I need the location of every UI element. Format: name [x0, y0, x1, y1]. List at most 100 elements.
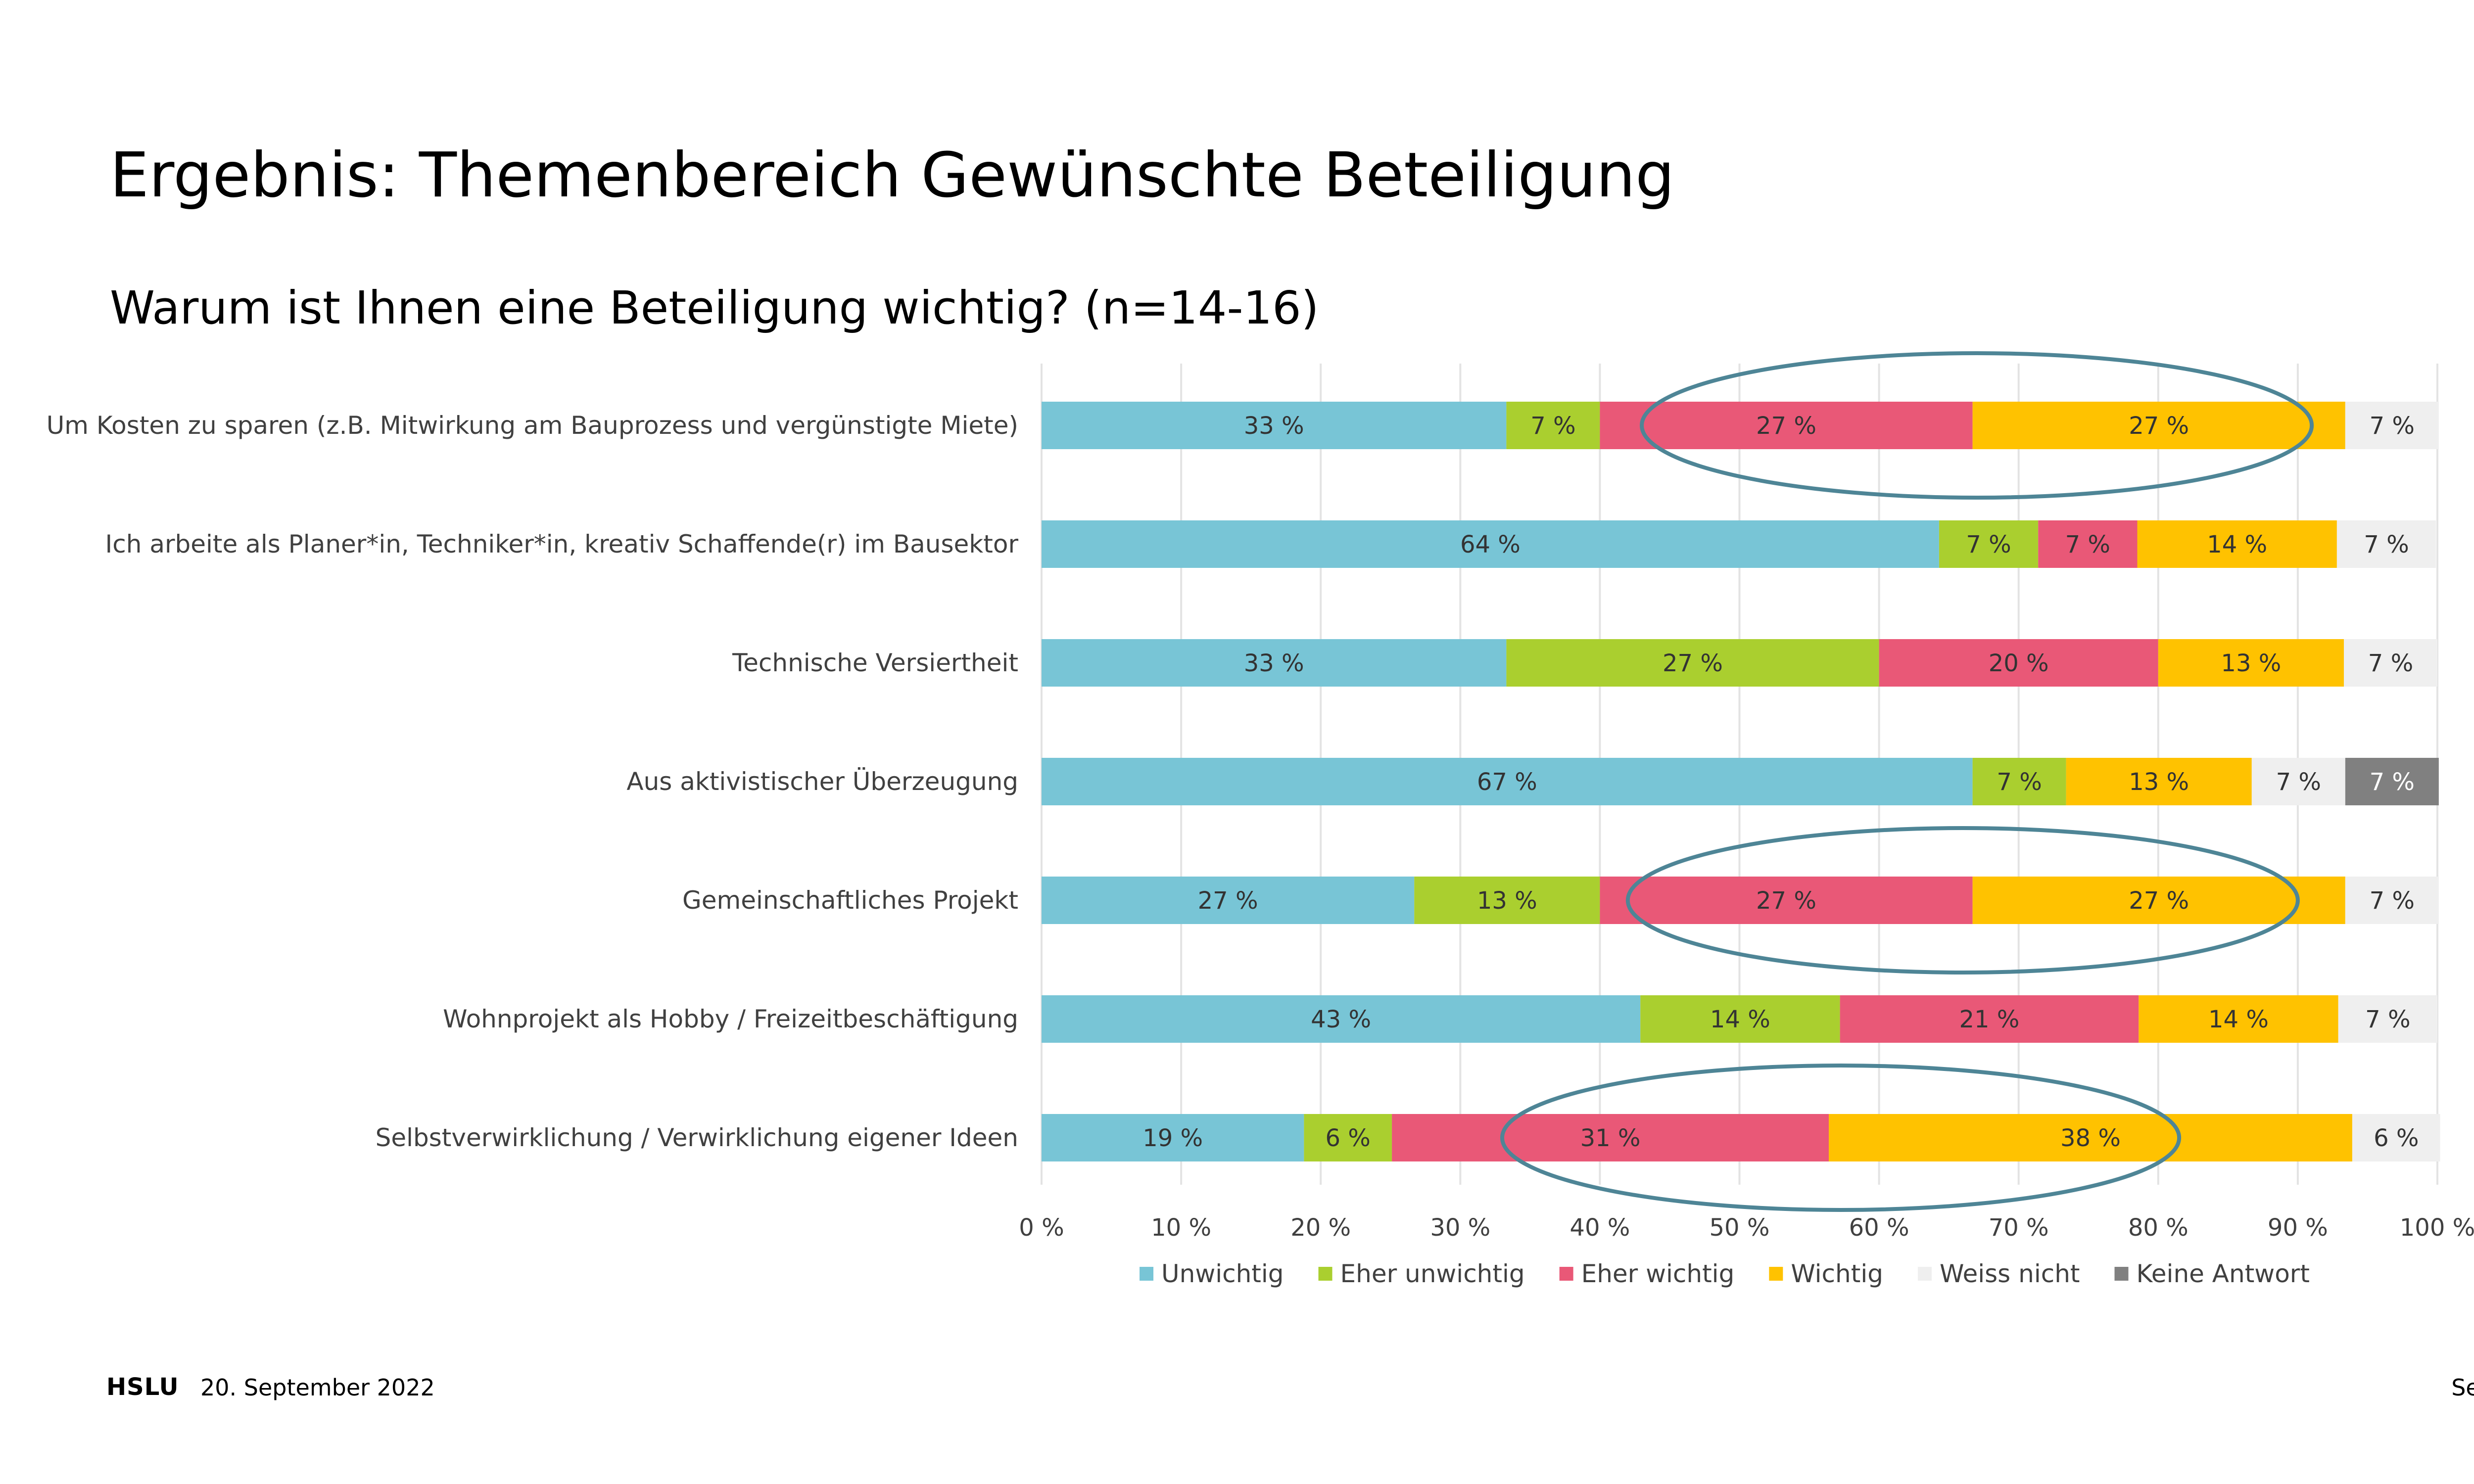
bar-data-label: 31 %: [1580, 1124, 1641, 1152]
bar-data-label: 27 %: [2129, 412, 2189, 440]
bar-data-label: 7 %: [1966, 531, 2011, 558]
bar-data-label: 7 %: [1530, 412, 1575, 440]
legend-swatch: [1769, 1267, 1783, 1281]
bar-data-label: 7 %: [2065, 531, 2110, 558]
category-label: Wohnprojekt als Hobby / Freizeitbeschäft…: [443, 1005, 1018, 1033]
bar-data-label: 13 %: [2129, 768, 2189, 796]
bar-segment: [2352, 1114, 2440, 1161]
chart-highlight-ellipses: [1500, 351, 2314, 1212]
legend-item: Eher wichtig: [1559, 1259, 1735, 1288]
x-tick-label: 80 %: [2128, 1214, 2189, 1242]
bar-data-label: 7 %: [2370, 768, 2415, 796]
legend-item: Keine Antwort: [2114, 1259, 2310, 1288]
bar-data-label: 27 %: [1198, 887, 1258, 915]
bar-data-label: 14 %: [1710, 1006, 1770, 1033]
footer-date: 20. September 2022: [200, 1374, 435, 1401]
legend-label: Weiss nicht: [1940, 1259, 2080, 1288]
bar-segment: [2345, 758, 2439, 805]
bar-data-label: 21 %: [1959, 1006, 2019, 1033]
bar-segment: [1506, 639, 1879, 687]
bar-data-label: 33 %: [1244, 412, 1304, 440]
category-label: Aus aktivistischer Überzeugung: [626, 767, 1018, 796]
bar-data-label: 7 %: [2364, 531, 2409, 558]
bar-segment: [1506, 402, 1600, 449]
legend-item: Wichtig: [1769, 1259, 1883, 1288]
bar-segment: [2137, 520, 2337, 568]
footer-page-number: Seite 20: [2451, 1374, 2474, 1401]
x-tick-label: 70 %: [1989, 1214, 2049, 1242]
bar-segment: [2038, 520, 2138, 568]
legend-item: Eher unwichtig: [1318, 1259, 1525, 1288]
bar-data-label: 14 %: [2207, 531, 2267, 558]
x-tick-label: 10 %: [1151, 1214, 1211, 1242]
x-tick-label: 40 %: [1570, 1214, 1630, 1242]
legend-label: Unwichtig: [1161, 1259, 1284, 1288]
category-label: Ich arbeite als Planer*in, Techniker*in,…: [105, 530, 1019, 558]
bar-segment: [1042, 1114, 1304, 1161]
x-tick-label: 60 %: [1849, 1214, 1909, 1242]
bar-data-label: 6 %: [1326, 1124, 1371, 1152]
bar-data-label: 7 %: [2276, 768, 2321, 796]
hslu-logo: HSLU: [106, 1373, 179, 1401]
chart-data-labels: 33 % 7 % 27 % 27 % 7 % 64 % 7 % 7 % 14 % 7 % 33 % 2…: [1142, 412, 2419, 1152]
bar-data-label: 20 %: [1989, 649, 2049, 677]
bar-segment: [2345, 402, 2439, 449]
bar-data-label: 7 %: [2365, 1006, 2410, 1033]
bar-segment: [1829, 1114, 2352, 1161]
category-label: Gemeinschaftliches Projekt: [682, 886, 1018, 915]
bar-segment: [1042, 877, 1415, 924]
bar-data-label: 33 %: [1244, 649, 1304, 677]
bar-data-label: 7 %: [1997, 768, 2042, 796]
x-tick-label: 100 %: [2400, 1214, 2474, 1242]
legend-label: Wichtig: [1791, 1259, 1883, 1288]
legend-item: Unwichtig: [1140, 1259, 1284, 1288]
bar-segment: [2345, 877, 2439, 924]
legend-label: Keine Antwort: [2137, 1259, 2310, 1288]
bar-segment: [2251, 758, 2345, 805]
category-label: Selbstverwirklichung / Verwirklichung ei…: [376, 1123, 1018, 1152]
bar-segment: [1042, 995, 1641, 1043]
legend-label: Eher unwichtig: [1340, 1259, 1525, 1288]
bar-data-label: 6 %: [2374, 1124, 2419, 1152]
bar-data-label: 27 %: [2129, 887, 2189, 915]
bar-segment: [1600, 402, 1973, 449]
x-tick-label: 90 %: [2268, 1214, 2328, 1242]
bar-data-label: 7 %: [2368, 649, 2413, 677]
bar-segment: [1972, 758, 2066, 805]
bar-segment: [2343, 639, 2437, 687]
chart-x-tick-labels: 0 % 10 % 20 % 30 % 40 % 50 % 60 % 70 % 80 % 90 % 1…: [1019, 1214, 2474, 1242]
bar-data-label: 27 %: [1663, 649, 1723, 677]
bar-segment: [2158, 639, 2344, 687]
bar-segment: [1840, 995, 2139, 1043]
highlight-ellipse: [1625, 826, 2300, 974]
legend-swatch: [2114, 1267, 2129, 1281]
bar-segment: [1414, 877, 1600, 924]
bar-segment: [2139, 995, 2338, 1043]
bar-data-label: 13 %: [2221, 649, 2281, 677]
page-title: Ergebnis: Themenbereich Gewünschte Betei…: [110, 139, 1675, 211]
legend-swatch: [1559, 1267, 1573, 1281]
bar-data-label: 19 %: [1142, 1124, 1203, 1152]
bar-data-label: 64 %: [1460, 531, 1521, 558]
bar-data-label: 27 %: [1756, 887, 1816, 915]
bar-segment: [2066, 758, 2252, 805]
legend-label: Eher wichtig: [1581, 1259, 1735, 1288]
chart-legend: Unwichtig Eher unwichtig Eher wichtig Wicht…: [1140, 1259, 2310, 1288]
bar-segment: [1972, 402, 2345, 449]
bar-data-label: 27 %: [1756, 412, 1816, 440]
chart-category-labels: Um Kosten zu sparen (z.B. Mitwirkung am …: [47, 411, 1019, 1152]
legend-item: Weiss nicht: [1917, 1259, 2080, 1288]
bar-segment: [2336, 520, 2436, 568]
highlight-ellipse: [1640, 351, 2314, 500]
x-tick-label: 30 %: [1430, 1214, 1490, 1242]
legend-swatch: [1917, 1267, 1932, 1281]
x-tick-label: 50 %: [1710, 1214, 1770, 1242]
bar-segment: [1392, 1114, 1829, 1161]
bar-segment: [1939, 520, 2039, 568]
category-label: Technische Versiertheit: [732, 649, 1018, 677]
x-tick-label: 0 %: [1019, 1214, 1064, 1242]
bar-data-label: 7 %: [2370, 412, 2415, 440]
bar-segment: [1600, 877, 1973, 924]
bar-segment: [1042, 639, 1507, 687]
